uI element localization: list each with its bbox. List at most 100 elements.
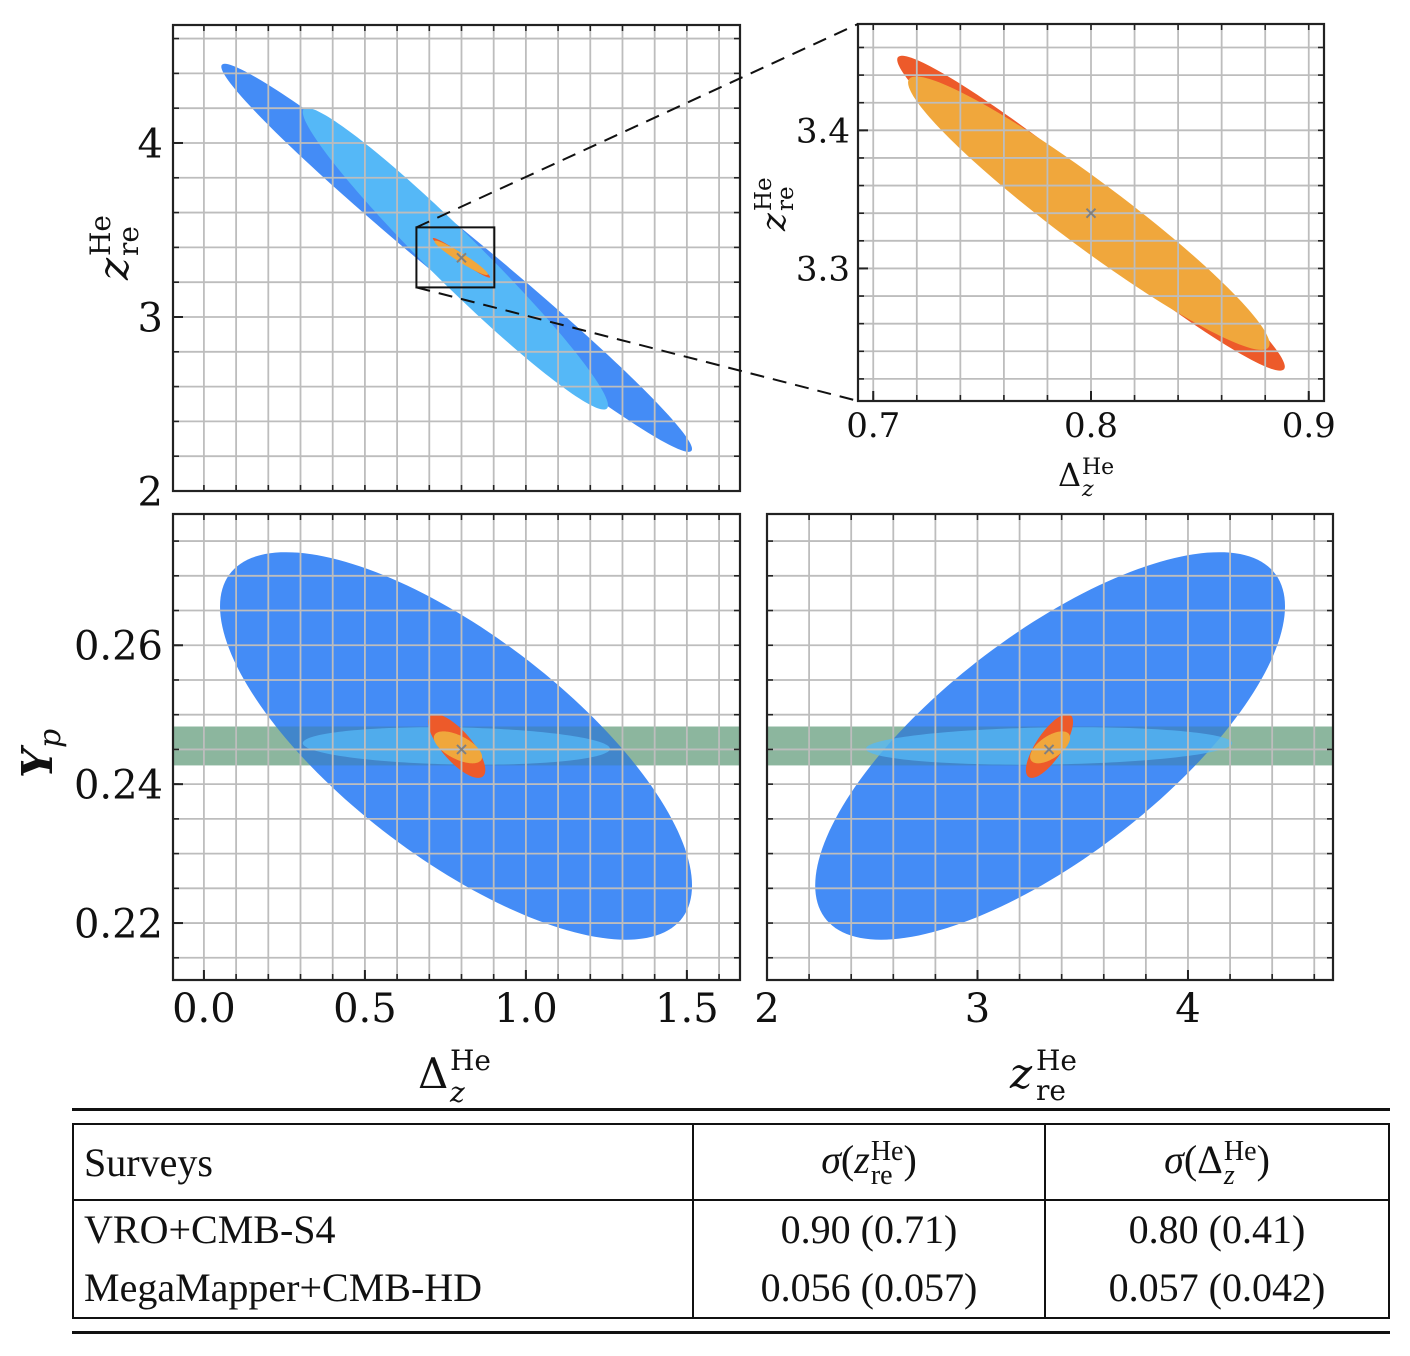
fiducial-marker: [1043, 744, 1055, 755]
fiducial-marker: [456, 744, 467, 755]
y-tick-label: 4: [138, 121, 163, 167]
x-label-sub: z: [449, 1076, 465, 1109]
x-tick-label: 0.8: [1064, 406, 1118, 446]
panel-bottom-left: 0.0 0.5 1.0 1.5 0.22 0.24 0.26: [74, 512, 742, 1032]
sup-sub: He re: [870, 1136, 904, 1191]
cell-sigma-delta: 0.80 (0.41): [1044, 1200, 1390, 1259]
sup: He: [1223, 1136, 1257, 1168]
cell-sigma-delta: 0.057 (0.042): [1044, 1259, 1390, 1319]
x-axis-label-bottom-left: Δ z He: [418, 1044, 491, 1109]
panel-top-left: 2 3 4: [138, 23, 742, 515]
x-label-main: z: [1009, 1049, 1033, 1098]
ellipse-megamapper-cmb-hd-fixed: [433, 731, 483, 764]
grid: [173, 25, 740, 491]
panel-top-right-inset: 0.7 0.8 0.9 3.3 3.4: [796, 22, 1336, 446]
panel-bottom-right: 2 3 4: [754, 512, 1335, 1032]
y-tick-label: 0.24: [74, 763, 163, 809]
connector-line-bottom: [416, 286, 859, 402]
axes-frame: [765, 512, 1335, 982]
sigma-symbol: σ: [821, 1137, 841, 1183]
x-label-sub: re: [1036, 1074, 1066, 1107]
y-tick-label: 0.22: [74, 901, 163, 947]
x-tick-label: 0.9: [1282, 406, 1336, 446]
y-label-sup: He: [84, 215, 117, 256]
y-label-sup: He: [751, 177, 777, 211]
x-tick-label: 2: [754, 986, 779, 1032]
y-tick-label: 3.4: [796, 112, 850, 152]
header-sigma-delta: σ(Δ He z): [1044, 1123, 1390, 1201]
zoom-region-box: [415, 226, 496, 289]
x-label-sup: He: [1036, 1044, 1077, 1077]
y-label-sub: re: [773, 186, 799, 211]
table-row: MegaMapper+CMB-HD 0.056 (0.057) 0.057 (0…: [72, 1259, 1390, 1319]
paren-open: (: [1183, 1137, 1198, 1183]
paren-close: ): [903, 1137, 917, 1183]
results-table: Surveys σ(z He re) σ(Δ He z) VRO+CMB-S4 0.90…: [72, 1123, 1390, 1319]
sigma-symbol: σ: [1164, 1137, 1184, 1183]
axes-frame: [171, 512, 742, 982]
sup: He: [870, 1136, 904, 1168]
connector-line-top: [415, 23, 859, 229]
sub: re: [870, 1160, 893, 1191]
y-label-main: z: [89, 257, 138, 281]
y-axis-label-bottom-left: Y p: [13, 729, 68, 778]
y-tick-label: 2: [138, 469, 163, 515]
header-surveys: Surveys: [72, 1123, 694, 1201]
cell-survey: VRO+CMB-S4: [72, 1200, 694, 1259]
z-symbol: z: [854, 1137, 870, 1183]
sub: z: [1223, 1160, 1235, 1191]
ticks: [766, 514, 1333, 980]
top-rule: [72, 1108, 1390, 1111]
ticks: [173, 25, 740, 492]
y-label-main: z: [754, 212, 794, 232]
cell-sigma-z: 0.056 (0.057): [692, 1259, 1046, 1319]
x-axis-label-top-right: Δ z He: [1058, 455, 1114, 502]
x-tick-label: 0.0: [172, 986, 236, 1032]
cell-sigma-z: 0.90 (0.71): [692, 1200, 1046, 1259]
y-tick-label: 0.26: [74, 624, 163, 670]
x-tick-label: 3: [965, 986, 990, 1032]
grid: [767, 514, 1333, 980]
x-tick-label: 0.5: [333, 986, 397, 1032]
x-label-sub: z: [1081, 477, 1094, 502]
paren-open: (: [840, 1137, 855, 1183]
y-axis-label-top-left: z re He: [84, 215, 145, 281]
zoom-connector-lines: [415, 23, 859, 402]
sup-sub: He z: [1223, 1136, 1257, 1191]
plot-area: [173, 25, 740, 491]
x-label-sup: He: [1082, 455, 1114, 480]
y-axis-label-top-right: z re He: [751, 177, 799, 232]
x-label-sup: He: [450, 1044, 491, 1077]
delta-symbol: Δ: [1197, 1137, 1223, 1183]
plot-area: [173, 514, 740, 980]
x-tick-label: 4: [1175, 986, 1200, 1032]
table-row: VRO+CMB-S4 0.90 (0.71) 0.80 (0.41): [72, 1200, 1390, 1259]
cell-survey: MegaMapper+CMB-HD: [72, 1259, 694, 1319]
y-tick-label: 3.3: [796, 250, 850, 290]
grid: [173, 514, 740, 980]
y-tick-label: 3: [138, 295, 163, 341]
y-label-sub: p: [33, 729, 68, 748]
x-tick-label: 1.5: [655, 986, 719, 1032]
plot-area: [858, 24, 1324, 401]
paren-close: ): [1256, 1137, 1270, 1183]
fiducial-marker: [456, 252, 467, 264]
x-tick-label: 1.0: [494, 986, 558, 1032]
fiducial-marker: [1085, 207, 1097, 219]
ticks: [173, 514, 740, 980]
ticks: [858, 24, 1324, 401]
x-axis-label-bottom-right: z re He: [1009, 1044, 1077, 1107]
plot-area: [767, 514, 1333, 980]
grid: [858, 24, 1324, 401]
x-label-main: Δ: [1058, 456, 1081, 494]
bottom-rule: [72, 1331, 1390, 1334]
header-sigma-z: σ(z He re): [692, 1123, 1046, 1201]
results-table-block: Surveys σ(z He re) σ(Δ He z) VRO+CMB-S4 0.90…: [72, 1108, 1390, 1334]
y-label-main: Y: [13, 744, 62, 778]
table-header-row: Surveys σ(z He re) σ(Δ He z): [72, 1123, 1390, 1201]
y-label-sub: re: [112, 226, 145, 256]
axes-frame: [171, 23, 742, 493]
x-label-main: Δ: [418, 1049, 448, 1098]
x-tick-label: 0.7: [846, 406, 900, 446]
